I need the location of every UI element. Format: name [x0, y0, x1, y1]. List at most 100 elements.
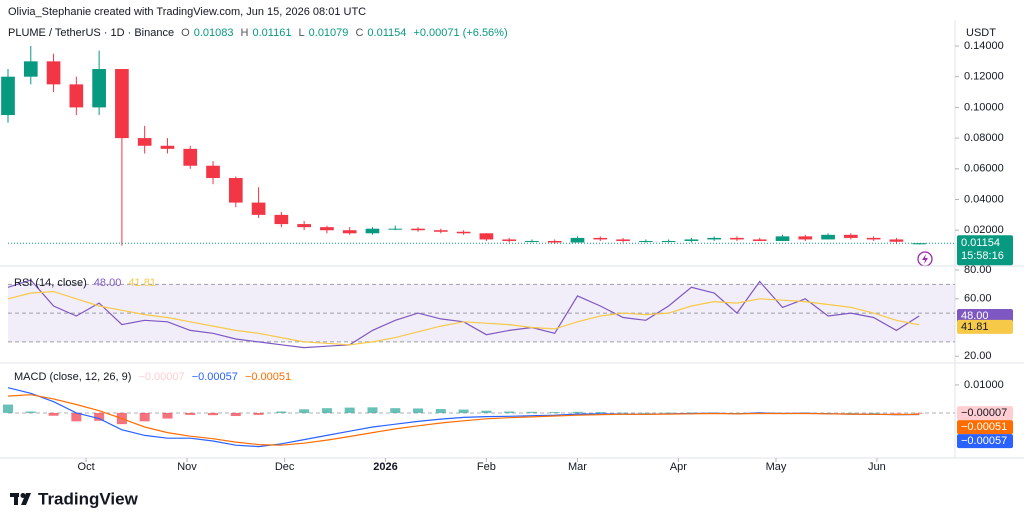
candle-body	[730, 237, 744, 240]
candle-body	[889, 239, 904, 242]
candle-body	[433, 230, 448, 232]
candle-body	[115, 69, 129, 139]
histogram-bar	[185, 412, 196, 415]
candle-body	[775, 236, 790, 241]
histogram-bar	[618, 412, 629, 414]
y-tick-label: 0.14000	[964, 40, 1004, 52]
candle-body	[228, 178, 243, 203]
histogram-bar	[526, 411, 537, 413]
x-tick-label: May	[766, 461, 787, 473]
candle-body	[297, 224, 311, 228]
rsi-line	[7, 290, 920, 346]
macd-tag-bg	[957, 434, 1013, 449]
brand: TradingView	[38, 489, 139, 508]
candle-body	[570, 237, 585, 243]
countdown: 15:58:16	[961, 250, 1004, 262]
x-tick-label: Nov	[177, 461, 197, 473]
histogram-bar	[891, 412, 902, 414]
candle-body	[866, 237, 881, 240]
candle-body	[479, 233, 494, 240]
price-tag: 0.01154	[961, 237, 1000, 249]
logo-part	[21, 493, 31, 505]
signal-tag: −0.00051	[961, 421, 1007, 433]
histogram-bar	[845, 412, 856, 414]
ohlc-value: 0.01079	[308, 27, 349, 39]
rsi-tag: 48.00	[961, 310, 989, 322]
y-tick-label: 0.08000	[964, 132, 1004, 144]
legend-macd: MACD (close, 12, 26, 9) −0.00007 −0.0005…	[14, 371, 295, 383]
macd-line	[7, 394, 920, 446]
candle-body	[616, 239, 630, 241]
ohlc-letter: C	[355, 27, 364, 39]
hist-tag-bg	[957, 406, 1013, 421]
histogram-bar	[3, 404, 13, 413]
rsi-ma-tag: 41.81	[961, 321, 989, 333]
histogram-bar	[458, 409, 469, 413]
histogram-bar	[299, 409, 310, 413]
rsi-value: 48.00	[93, 277, 122, 289]
currency: USDT	[966, 27, 996, 39]
candle-body	[593, 237, 608, 240]
candle-body	[1, 76, 15, 116]
candle-body	[752, 239, 767, 241]
rsi-title: RSI (14, close)	[14, 277, 87, 289]
histogram-bar	[914, 412, 925, 414]
rsi-ma-tag-bg	[957, 319, 1013, 334]
ohlc-value: 0.01083	[193, 27, 234, 39]
symbol: PLUME / TetherUS · 1D · Binance	[8, 27, 175, 39]
histogram-bar	[344, 407, 355, 413]
candle-body	[183, 148, 198, 166]
x-tick-label: Jun	[868, 461, 886, 473]
candle-body	[23, 61, 38, 77]
credit: Olivia_Stephanie created with TradingVie…	[8, 6, 367, 18]
candle-body	[547, 240, 562, 243]
ohlc-letter: O	[181, 27, 190, 39]
histogram-bar	[504, 411, 515, 413]
logo-part	[20, 493, 26, 498]
y-tick-label: 20.00	[964, 350, 992, 362]
logo-part	[14, 493, 18, 505]
x-tick-label: 2026	[373, 461, 397, 473]
ohlc-letter: H	[240, 27, 249, 39]
y-tick-label: 0.12000	[964, 71, 1004, 83]
candle-body	[661, 240, 676, 242]
hist-value: −0.00007	[138, 371, 185, 383]
candle-body	[320, 227, 334, 231]
y-tick-label: 0.01000	[964, 379, 1004, 391]
y-tick-label: 0.02000	[964, 224, 1004, 236]
histogram-bar	[71, 412, 82, 422]
histogram-bar	[208, 412, 219, 416]
candle-body	[502, 239, 516, 241]
candle-body	[639, 240, 653, 242]
histogram-bar	[321, 408, 332, 413]
icon-bolt	[922, 254, 928, 264]
x-tick-label: Feb	[477, 461, 496, 473]
candle-body	[251, 202, 266, 215]
hist-tag: −0.00007	[961, 407, 1007, 419]
candle-body	[912, 243, 927, 245]
histogram-bar	[390, 408, 401, 413]
histogram-bar	[139, 412, 150, 422]
histogram-bar	[731, 412, 742, 414]
x-tick-label: Oct	[78, 461, 95, 473]
tv-logo	[10, 493, 31, 505]
candle-body	[798, 236, 813, 240]
histogram-bar	[572, 411, 583, 413]
candle-body	[274, 214, 289, 225]
macd-tag: −0.00057	[961, 435, 1007, 447]
candle-body	[342, 230, 357, 234]
histogram-bar	[595, 412, 606, 413]
histogram-bar	[549, 412, 560, 413]
candle-body	[821, 234, 835, 240]
histogram-bar	[48, 412, 59, 416]
x-tick-label: Dec	[275, 461, 295, 473]
candle-body	[365, 228, 380, 234]
macd-title: MACD (close, 12, 26, 9)	[14, 371, 132, 383]
y-tick-label: 60.00	[964, 293, 992, 305]
histogram-bar	[663, 412, 674, 414]
candle-body	[388, 228, 403, 230]
candle-body	[684, 239, 699, 241]
histogram-bar	[435, 409, 446, 413]
